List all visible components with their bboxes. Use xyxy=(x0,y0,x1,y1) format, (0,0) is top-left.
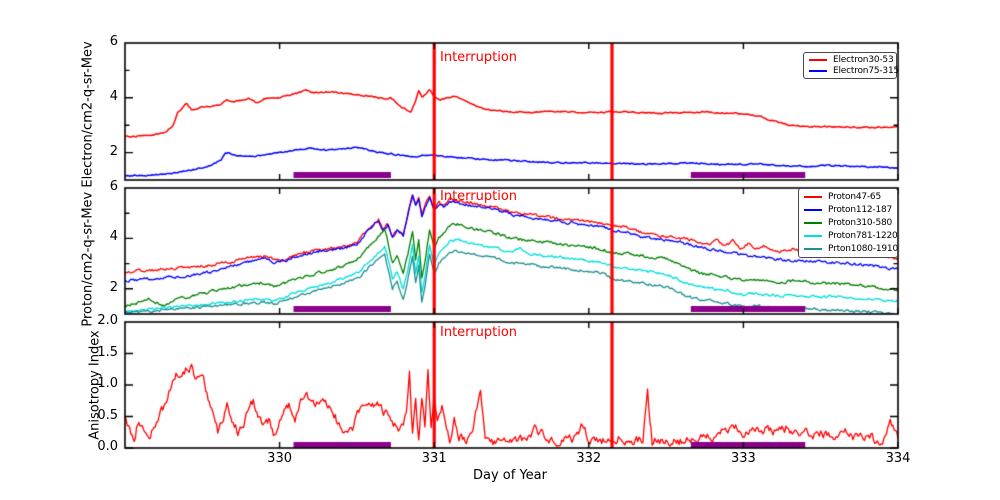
legend-entry: Prton1080-1910 xyxy=(804,244,898,254)
y-tick-label: 6 xyxy=(109,34,118,49)
y-tick-label: 2 xyxy=(109,279,118,295)
y-tick-label: 2.0 xyxy=(97,313,118,328)
y-tick-label: 1.5 xyxy=(97,344,118,360)
interruption-annotation-anisotropy-panel: Interruption xyxy=(440,325,518,340)
y-tick-label: 2 xyxy=(109,143,118,159)
legend-entry: Proton47-65 xyxy=(804,192,892,202)
legend-line-swatch xyxy=(809,59,827,62)
y-tick-label: 6 xyxy=(109,179,118,194)
legend-label: Prton1080-1910 xyxy=(828,243,898,254)
legend-entry: Proton310-580 xyxy=(804,218,892,228)
legend-line-swatch xyxy=(804,221,822,224)
legend-proton: Proton47-65 Proton112-187 Proton310-580 Pro… xyxy=(798,188,898,258)
x-axis-label: Day of Year xyxy=(473,468,547,483)
legend-entry: Proton781-1220 xyxy=(804,231,898,241)
legend-entry: Electron75-315 xyxy=(809,66,899,76)
x-tick-label: 331 xyxy=(421,451,447,466)
y-tick-label: 0.5 xyxy=(97,407,118,423)
legend-label: Proton112-187 xyxy=(828,205,893,216)
legend-line-swatch xyxy=(804,196,822,199)
y-tick-label: 0.0 xyxy=(97,439,118,454)
legend-label: Electron75-315 xyxy=(833,65,899,76)
legend-entry: Electron30-53 xyxy=(809,55,894,66)
y-tick-label: 4 xyxy=(109,88,118,104)
legend-line-swatch xyxy=(804,209,822,212)
legend-label: Proton47-65 xyxy=(828,192,881,203)
y-tick-label: 1.0 xyxy=(97,376,118,391)
legend-entry: Proton112-187 xyxy=(804,205,892,215)
legend-label: Electron30-53 xyxy=(833,55,894,66)
legend-label: Proton781-1220 xyxy=(828,230,898,241)
x-tick-label: 333 xyxy=(730,451,756,466)
legend-line-swatch xyxy=(809,69,827,72)
x-tick-label: 330 xyxy=(267,451,293,466)
y-axis-label-flux: Proton/cm2-q-sr-Mev Electron/cm2-q-sr-Me… xyxy=(80,41,96,327)
legend-line-swatch xyxy=(804,247,822,250)
legend-line-swatch xyxy=(804,234,822,237)
legend-label: Proton310-580 xyxy=(828,217,893,228)
interruption-annotation-proton-panel: Interruption xyxy=(440,189,518,204)
x-tick-label: 334 xyxy=(885,451,911,466)
legend-electron: Electron30-53 Electron75-315 xyxy=(803,52,899,79)
interruption-annotation-electron-panel: Interruption xyxy=(440,50,518,65)
x-tick-label: 332 xyxy=(576,451,602,466)
y-tick-label: 4 xyxy=(109,229,118,245)
